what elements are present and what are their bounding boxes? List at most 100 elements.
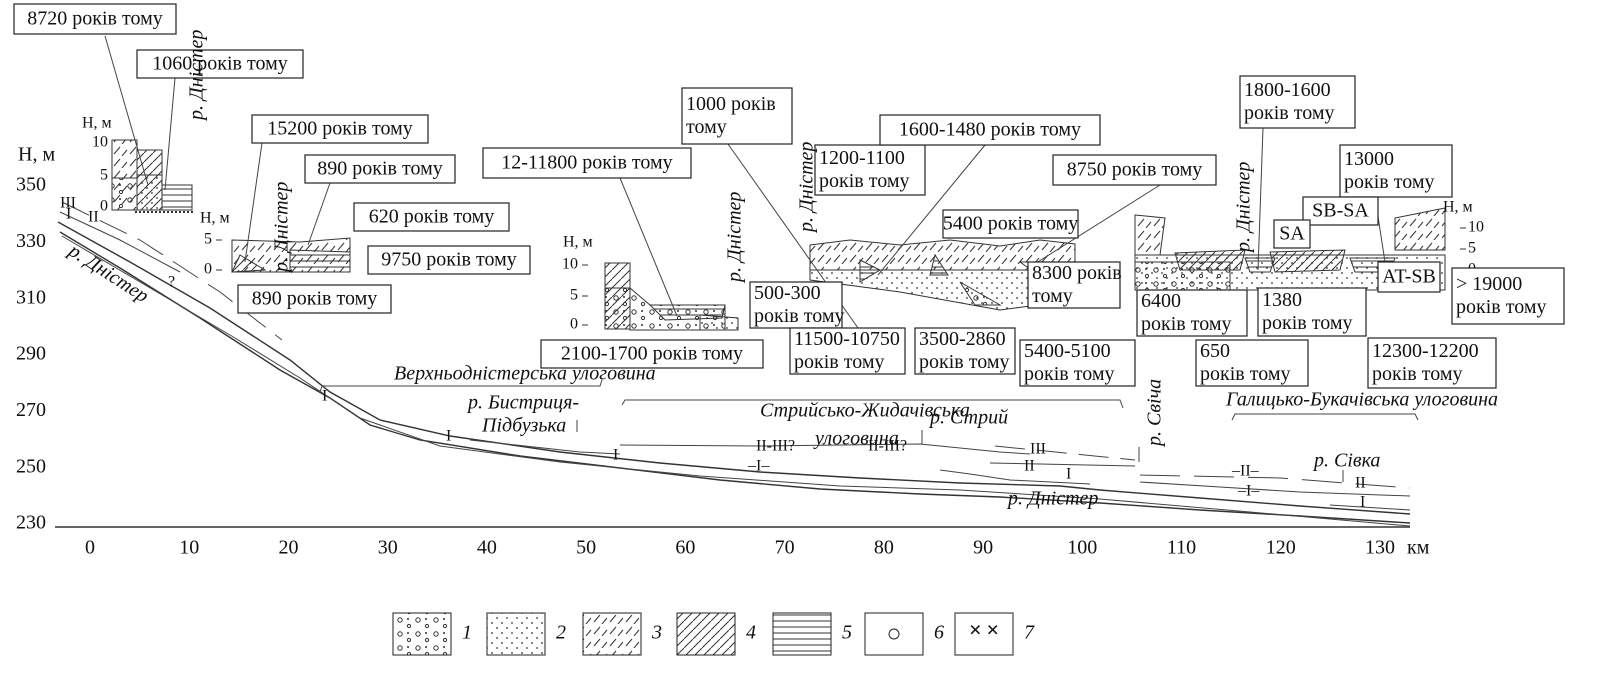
x-tick-label: 130 [1365,537,1395,559]
legend-label: 3 [651,622,662,644]
age-label: 12300-12200 [1372,340,1479,362]
terrace-label: I [1066,466,1071,483]
age-label: AT-SB [1382,266,1436,288]
age-label: 5400-5100 [1024,340,1111,362]
layer [290,250,350,272]
river-label: р. Дністер [63,239,152,308]
x-tick-label: 100 [1067,537,1097,559]
age-label: 2100-1700 років тому [561,343,743,365]
figure: ✕ ✕ Н, м35033031029027025023001020304050… [0,0,1616,677]
y-tick-label: 270 [16,399,46,421]
terrace-label: ? [168,274,175,291]
age-label: років тому [1372,363,1462,385]
y-tick-label: 330 [16,230,46,252]
age-label: 6400 [1141,290,1181,312]
age-label: 9750 років тому [381,249,516,271]
y-tick-label: 250 [16,455,46,477]
age-label: 890 років тому [252,288,377,310]
legend-label: 6 [934,622,944,644]
river-label: р. Дністер [186,30,208,122]
terrace-east-ii [1140,475,1410,488]
legend-swatch [773,613,831,655]
age-label: 620 років тому [369,206,494,228]
age-label: SB-SA [1312,200,1369,222]
basin-brace-3 [1232,414,1418,420]
legend-swatch [393,613,451,655]
river-label: Підбузька [481,415,566,437]
terrace-label: –I– [747,458,770,475]
age-label: років тому [1024,363,1114,385]
terrace-label: II [88,209,99,226]
inset-tick-label: 10 [1468,219,1484,236]
x-tick-label: 50 [576,537,596,559]
age-label: 1200-1100 [819,147,905,169]
basin-label: Верхньодністерська улоговина [394,363,656,385]
legend-label: 5 [842,622,852,644]
legend-label: 2 [556,622,566,644]
age-label: тому [686,116,727,138]
age-label: років тому [1262,312,1352,334]
inset-tick-label: 5 [570,287,578,304]
terrace-label: II-III? [756,438,795,455]
age-label: 1600-1480 років тому [899,119,1081,141]
age-label: 13000 [1344,148,1394,170]
terrace-label: II-III? [868,438,907,455]
river-label: р. Сівка [1312,450,1380,472]
leader [1258,128,1263,270]
x-tick-label: 40 [477,537,497,559]
inset-axis-label: Н, м [1443,199,1473,216]
age-label: 1380 [1262,289,1302,311]
inset-axis-label: Н, м [563,234,593,251]
layer [1395,208,1445,250]
age-label: років тому [754,305,844,327]
age-label: років тому [1200,363,1290,385]
layer [605,288,630,329]
inset-tick-label: 5 [1468,240,1476,257]
y-tick-label: 290 [16,343,46,365]
legend-swatch [865,613,923,655]
y-tick-label: 230 [16,512,46,534]
age-label: 8720 років тому [27,8,162,30]
terrace-label: II [1355,475,1366,492]
age-label: 15200 років тому [267,118,412,140]
leader [308,183,330,245]
legend-symbol: ✕ ✕ [969,623,1000,640]
inset-tick-label: 0 [100,198,108,215]
terrace-label: III [1030,441,1046,458]
age-label: > 19000 [1456,273,1522,295]
terrace-label: –II– [1231,463,1260,480]
inset-tick-label: 10 [562,256,578,273]
y-tick-label: 310 [16,286,46,308]
x-tick-label: 0 [85,537,95,559]
age-label: років тому [1244,102,1334,124]
x-unit: км [1407,537,1430,559]
x-tick-label: 20 [278,537,298,559]
age-label: років тому [1344,171,1434,193]
legend-boxes: ✕ ✕ [393,613,1013,655]
terrace-label: –I– [1237,483,1260,500]
age-label: SA [1279,223,1305,245]
river-label: р. Дністер [724,192,746,284]
legend-label: 4 [746,622,756,644]
layer [700,315,738,330]
terrace-label: II [1024,458,1035,475]
inset-axis-label: Н, м [82,115,112,132]
age-label: років тому [794,351,884,373]
basin-label: Галицько-Букачівська улоговина [1225,389,1498,411]
terrace-label: I [613,447,618,464]
layer [1135,215,1165,255]
age-label: 500-300 [754,282,821,304]
x-tick-label: 110 [1167,537,1196,559]
age-label: 1060 років тому [152,53,287,75]
terrace-label: I [66,206,71,223]
age-label: років тому [819,170,909,192]
age-label: років тому [919,351,1009,373]
age-label: 3500-2860 [919,328,1006,350]
legend-label: 1 [462,622,472,644]
leader [165,78,175,190]
x-tick-label: 30 [378,537,398,559]
river-label: р. Свіча [1144,379,1166,448]
age-label: років тому [1456,296,1546,318]
layer [112,178,137,210]
